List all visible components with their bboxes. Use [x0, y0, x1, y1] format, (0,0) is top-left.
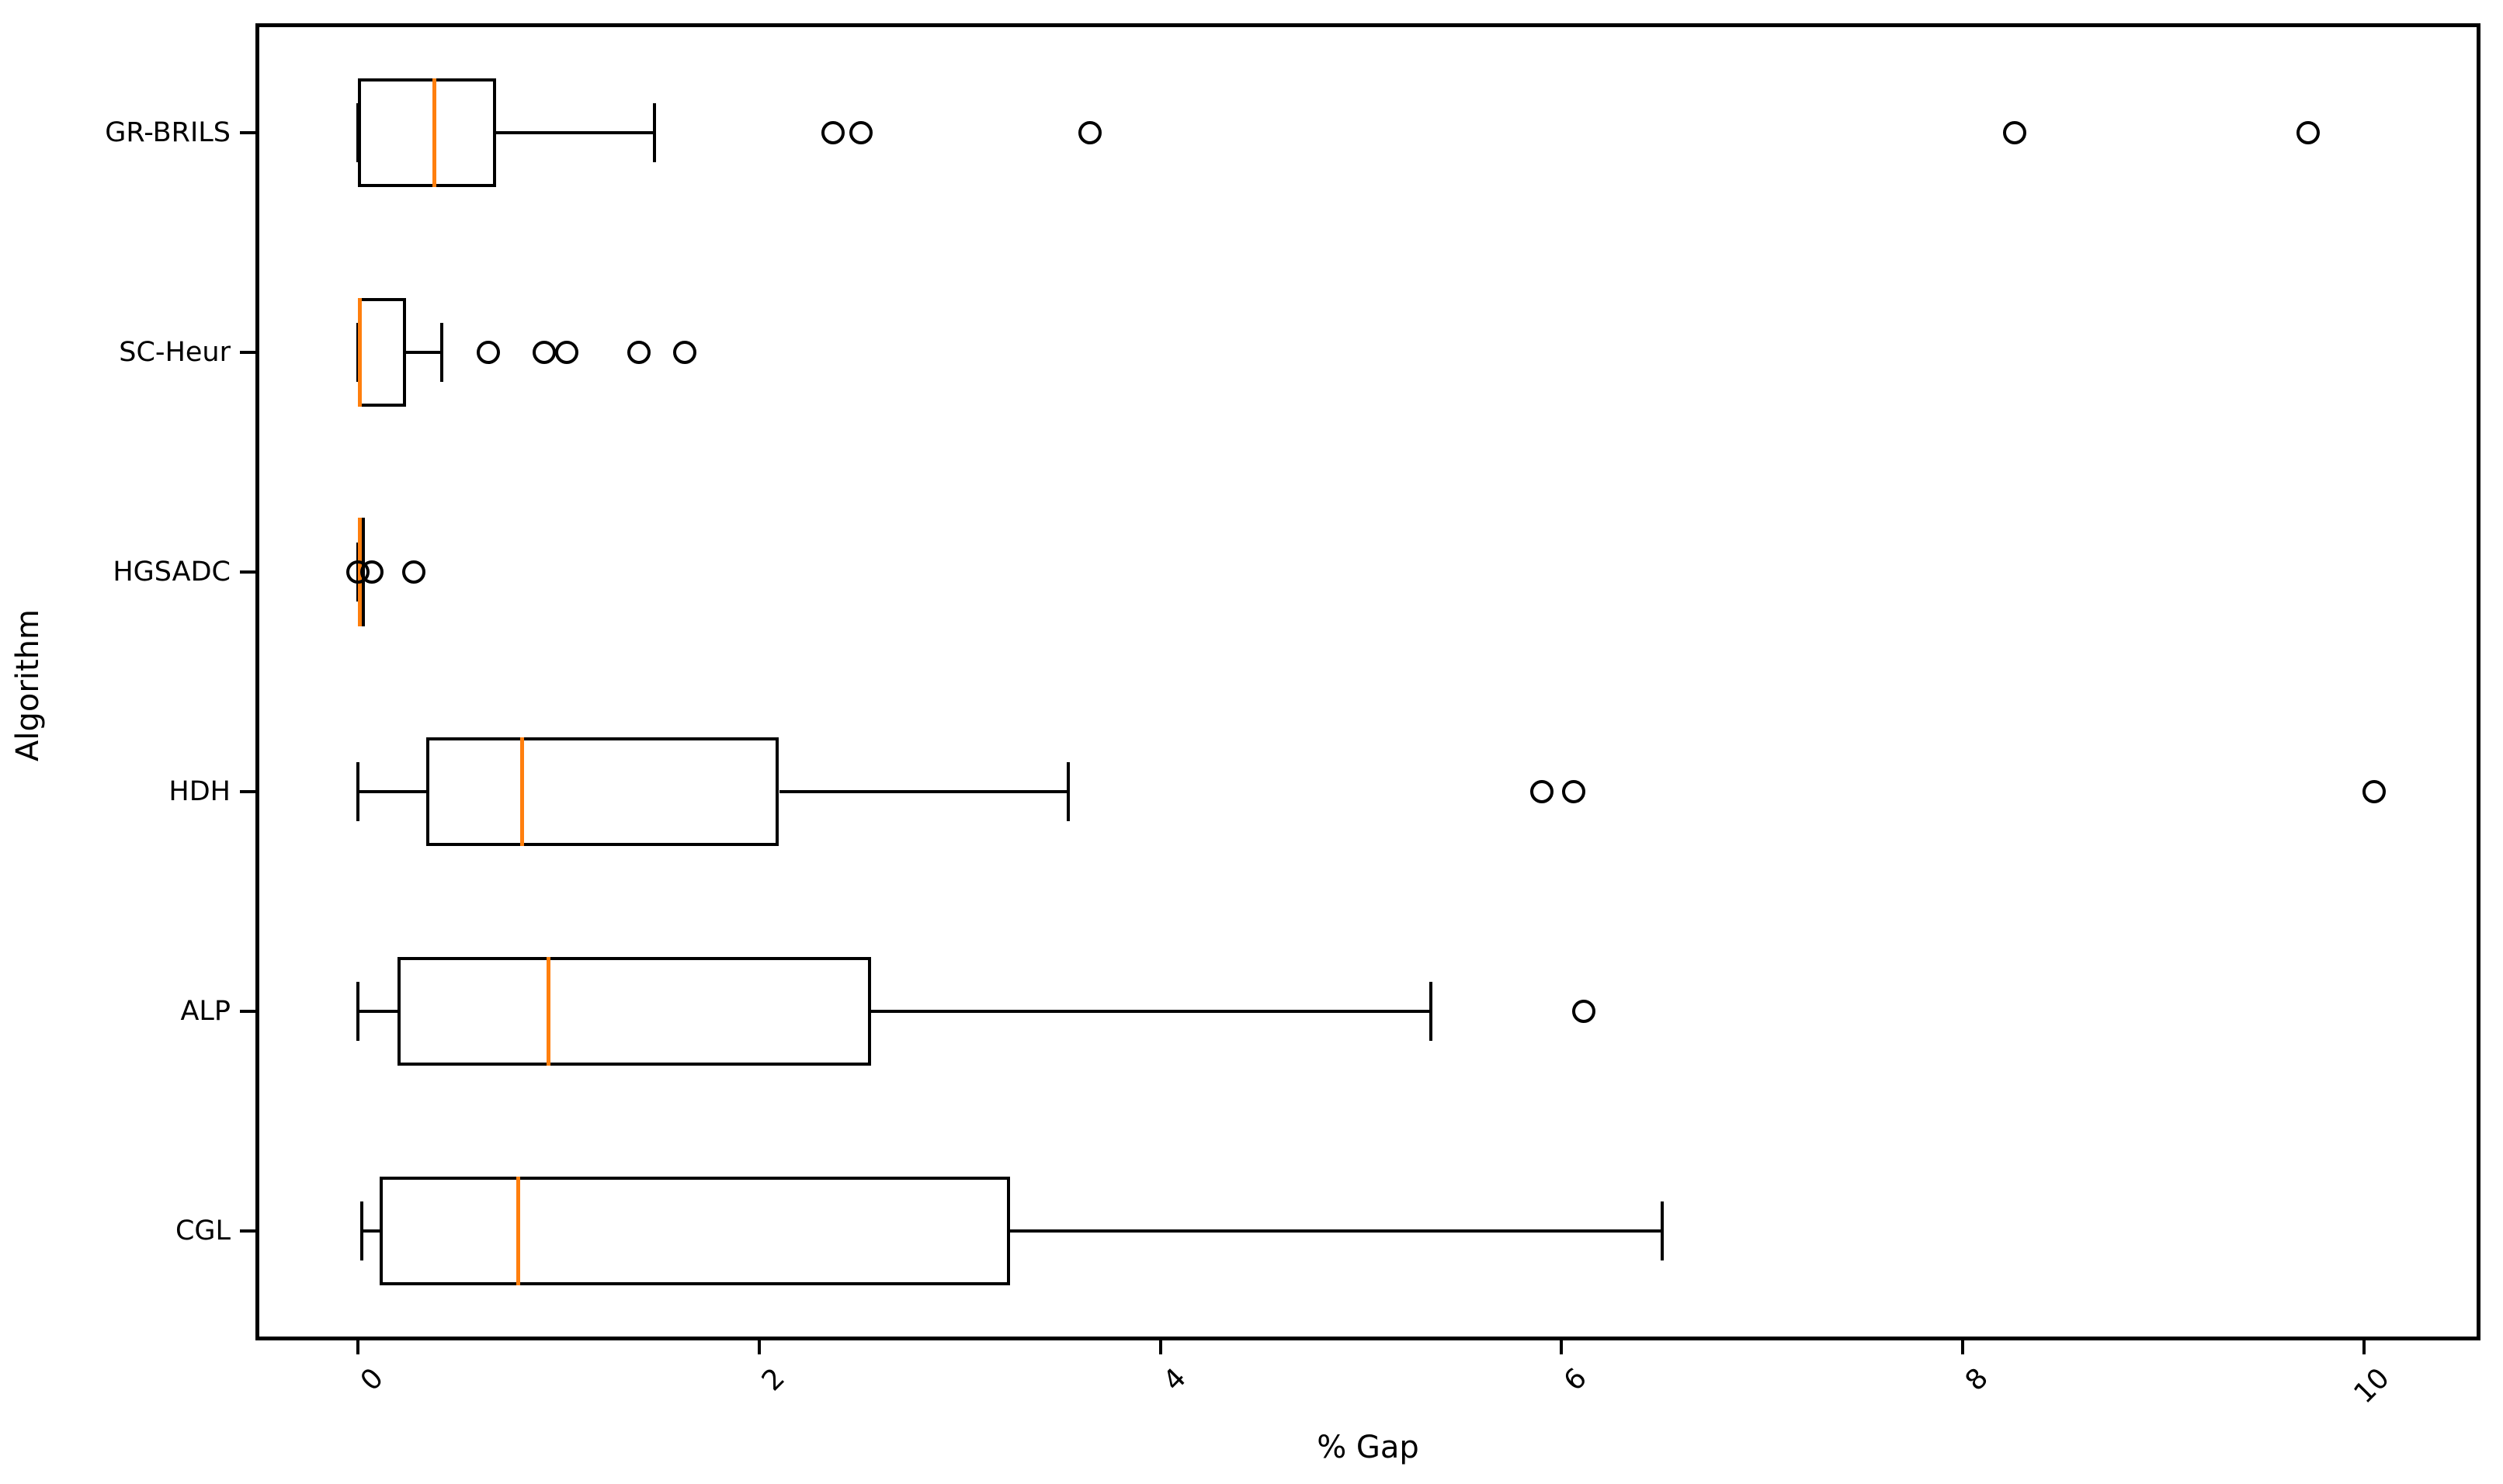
x-tick-label: 8 — [1960, 1362, 1995, 1398]
x-tick-mark — [2362, 1340, 2366, 1354]
SC-Heur-outlier-marker — [476, 341, 500, 365]
SC-Heur-outlier-marker — [627, 341, 651, 365]
ALP-cap-high — [1429, 981, 1433, 1041]
y-tick-label: SC-Heur — [119, 337, 231, 369]
HDH-box — [425, 737, 779, 846]
y-tick-label: HGSADC — [113, 556, 231, 588]
SC-Heur-box — [357, 298, 406, 407]
GR-BRILS-outlier-marker — [2003, 121, 2027, 145]
y-tick-label: CGL — [175, 1215, 231, 1246]
GR-BRILS-outlier-marker — [2296, 121, 2320, 145]
x-tick-label: 0 — [354, 1362, 390, 1398]
HDH-whisker-low — [357, 789, 426, 793]
CGL-box — [380, 1176, 1010, 1285]
y-tick-label: HDH — [168, 775, 231, 807]
HDH-outlier-marker — [1561, 779, 1585, 803]
GR-BRILS-cap-high — [653, 103, 657, 163]
SC-Heur-cap-high — [440, 323, 444, 383]
plot-frame — [255, 23, 2480, 1340]
GR-BRILS-box — [357, 78, 497, 188]
x-tick-mark — [1961, 1340, 1965, 1354]
x-tick-mark — [1560, 1340, 1564, 1354]
CGL-cap-low — [359, 1201, 363, 1260]
HGSADC-outlier-marker — [402, 560, 426, 584]
y-tick-mark — [240, 570, 255, 574]
GR-BRILS-median-line — [432, 78, 436, 188]
GR-BRILS-whisker-high — [496, 131, 655, 135]
SC-Heur-whisker-high — [405, 351, 443, 355]
CGL-whisker-high — [1009, 1229, 1662, 1233]
y-tick-mark — [240, 131, 255, 135]
y-tick-mark — [240, 1009, 255, 1013]
HDH-outlier-marker — [1529, 779, 1554, 803]
GR-BRILS-outlier-marker — [849, 121, 873, 145]
HDH-whisker-high — [779, 789, 1068, 793]
x-tick-label: 6 — [1558, 1362, 1594, 1398]
HDH-cap-high — [1066, 761, 1070, 821]
HDH-outlier-marker — [2362, 779, 2387, 803]
SC-Heur-outlier-marker — [673, 341, 697, 365]
ALP-median-line — [546, 956, 550, 1066]
CGL-median-line — [516, 1176, 521, 1285]
y-tick-mark — [240, 1229, 255, 1233]
y-tick-label: GR-BRILS — [105, 117, 231, 149]
y-tick-mark — [240, 789, 255, 793]
GR-BRILS-outlier-marker — [1078, 121, 1102, 145]
ALP-whisker-low — [357, 1009, 398, 1013]
x-axis-label: % Gap — [1317, 1430, 1419, 1465]
y-tick-label: ALP — [180, 995, 231, 1027]
ALP-outlier-marker — [1571, 999, 1595, 1023]
ALP-box — [397, 956, 872, 1066]
GR-BRILS-outlier-marker — [821, 121, 845, 145]
x-tick-mark — [1158, 1340, 1162, 1354]
CGL-cap-high — [1660, 1201, 1664, 1260]
x-tick-label: 4 — [1157, 1362, 1192, 1398]
SC-Heur-outlier-marker — [533, 341, 557, 365]
x-tick-label: 2 — [755, 1362, 791, 1398]
x-tick-mark — [356, 1340, 359, 1354]
SC-Heur-median-line — [357, 298, 362, 407]
ALP-whisker-high — [871, 1009, 1432, 1013]
HDH-cap-low — [356, 761, 359, 821]
y-axis-label: Algorithm — [10, 609, 46, 761]
ALP-cap-low — [356, 981, 359, 1041]
HDH-median-line — [520, 737, 525, 846]
HGSADC-outlier-marker — [359, 560, 384, 584]
SC-Heur-outlier-marker — [554, 341, 578, 365]
y-tick-mark — [240, 351, 255, 355]
x-tick-mark — [757, 1340, 761, 1354]
CGL-whisker-low — [361, 1229, 380, 1233]
x-tick-label: 10 — [2348, 1362, 2397, 1410]
